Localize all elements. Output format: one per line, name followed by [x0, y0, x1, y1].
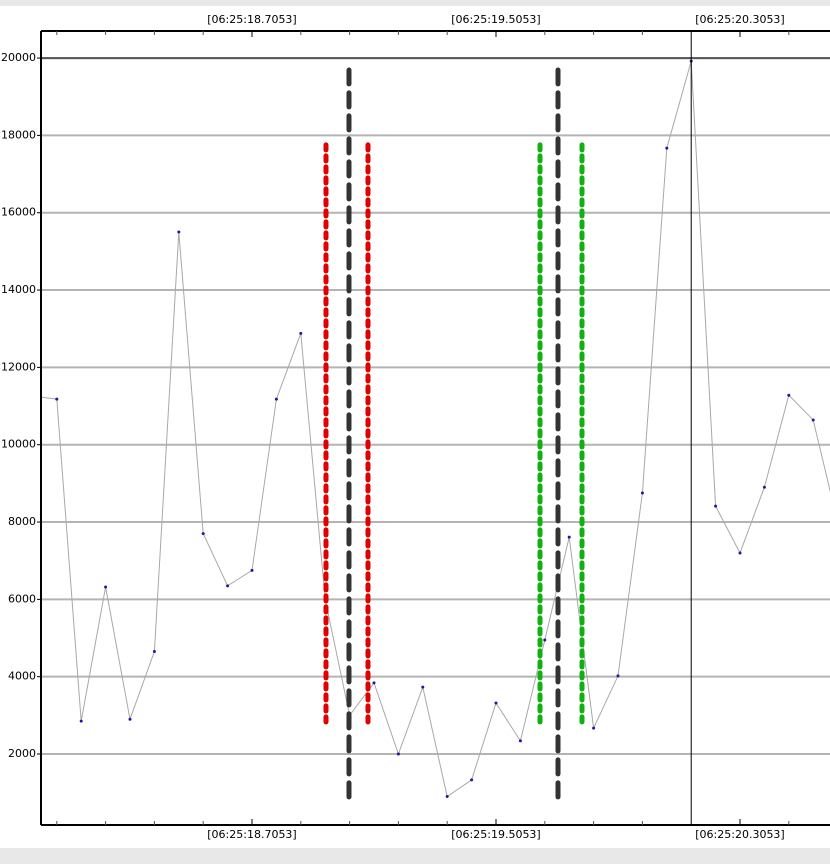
labels: 2000 4000 6000 8000 10000 12000 14000 16000 1800…: [1, 13, 790, 841]
data-point: [762, 485, 766, 489]
x-tick-label-bottom: [06:25:20.3053]: [695, 828, 784, 841]
data-point: [567, 535, 571, 539]
data-point: [421, 685, 425, 689]
y-tick-label: 12000: [1, 360, 36, 373]
data-point: [787, 393, 791, 397]
data-point: [640, 491, 644, 495]
data-point: [494, 701, 498, 705]
data-point: [665, 146, 669, 150]
data-point: [226, 584, 230, 588]
bottom-bar: [0, 848, 830, 864]
y-tick-label: 2000: [8, 747, 36, 760]
data-point: [201, 532, 205, 536]
x-tick-label-bottom: [06:25:19.5053]: [451, 828, 540, 841]
data-point: [79, 719, 83, 723]
data-point: [128, 717, 132, 721]
top-bar: [0, 0, 830, 6]
data-point: [177, 230, 181, 234]
y-tick-label: 6000: [8, 592, 36, 605]
y-tick-label: 8000: [8, 515, 36, 528]
x-tick-label-top: [06:25:20.3053]: [695, 13, 784, 26]
grid: [41, 57, 830, 756]
y-tick-label: 4000: [8, 670, 36, 683]
data-point: [152, 650, 156, 654]
data-point: [616, 674, 620, 678]
data-point: [470, 778, 474, 782]
plot-area: [31, 31, 830, 825]
data-point: [274, 397, 278, 401]
x-tick-label-bottom: [06:25:18.7053]: [207, 828, 296, 841]
x-tick-label-top: [06:25:18.7053]: [207, 13, 296, 26]
data-point: [738, 551, 742, 555]
data-point: [396, 752, 400, 756]
y-tick-label: 20000: [1, 51, 36, 64]
data-point: [445, 795, 449, 799]
y-tick-label: 10000: [1, 438, 36, 451]
data-point: [372, 681, 376, 685]
series-line: [41, 61, 830, 798]
x-tick-label-top: [06:25:19.5053]: [451, 13, 540, 26]
data-point: [55, 397, 59, 401]
data-point: [543, 638, 547, 642]
y-tick-label: 16000: [1, 206, 36, 219]
data-point: [31, 394, 34, 397]
data-point: [811, 418, 815, 422]
y-tick-label: 18000: [1, 128, 36, 141]
y-tick-label: 14000: [1, 283, 36, 296]
data-point: [592, 726, 596, 730]
data-point: [104, 585, 108, 589]
data-point: [518, 739, 522, 743]
data-point: [250, 568, 254, 572]
data-point: [299, 331, 303, 335]
data-point: [714, 504, 718, 508]
